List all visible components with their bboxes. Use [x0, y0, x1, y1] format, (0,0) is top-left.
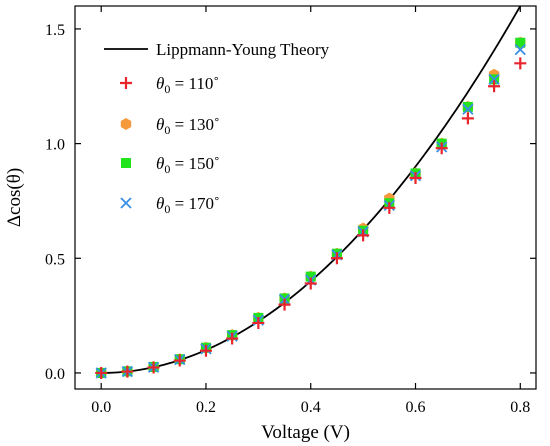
- legend-marker-plus: [120, 77, 132, 89]
- data-point-x: [488, 73, 500, 86]
- data-point-x: [462, 103, 474, 115]
- legend-label-theory: Lippmann-Young Theory: [156, 40, 330, 59]
- data-point-plus: [514, 57, 527, 70]
- x-tick-label: 0.2: [196, 399, 216, 416]
- data-point-x: [514, 43, 526, 56]
- data-point-plus: [278, 298, 291, 311]
- data-point-square: [462, 101, 473, 112]
- legend-label-series: θ0 = 110˚: [156, 74, 219, 96]
- y-tick-label: 1.0: [45, 137, 65, 154]
- x-tick-label: 0.0: [91, 399, 111, 416]
- data-point-square: [305, 271, 316, 282]
- y-axis-label: Δcos(θ): [4, 168, 25, 227]
- data-point-plus: [461, 112, 474, 125]
- data-point-plus: [383, 201, 396, 214]
- legend-marker-square: [121, 158, 131, 168]
- data-point-plus: [173, 354, 186, 367]
- data-point-plus: [147, 361, 160, 374]
- data-point-plus: [330, 252, 343, 265]
- x-axis: 0.0 0.2 0.4 0.6 0.8: [91, 6, 530, 416]
- x-tick-label: 0.6: [406, 399, 426, 416]
- legend-marker-hexagon: [120, 118, 132, 130]
- plot-frame: [74, 5, 537, 390]
- data-point-plus: [199, 344, 212, 357]
- y-tick-label: 1.5: [45, 22, 65, 39]
- data-point-plus: [357, 229, 370, 242]
- data-point-plus: [95, 366, 108, 379]
- legend-marker-x: [120, 197, 132, 209]
- data-point-plus: [304, 277, 317, 290]
- data-point-plus: [252, 316, 265, 329]
- legend-label-series: θ0 = 170˚: [156, 194, 220, 216]
- data-point-plus: [488, 80, 501, 93]
- legend-label-series: θ0 = 150˚: [156, 154, 220, 176]
- data-point-plus: [409, 172, 422, 185]
- data-point-square: [515, 37, 526, 48]
- legend-label-series: θ0 = 130˚: [156, 115, 220, 137]
- y-axis: 0.0 0.5 1.0 1.5: [45, 22, 536, 383]
- plot-area: [74, 5, 537, 390]
- y-tick-label: 0.0: [45, 366, 65, 383]
- x-tick-label: 0.4: [301, 399, 321, 416]
- x-tick-label: 0.8: [510, 399, 530, 416]
- series-plus: [95, 57, 527, 379]
- data-point-plus: [121, 365, 134, 378]
- data-point-plus: [435, 142, 448, 155]
- data-point-plus: [226, 332, 239, 345]
- x-axis-label: Voltage (V): [261, 422, 350, 443]
- y-tick-label: 0.5: [45, 251, 65, 268]
- theory-curve: [101, 6, 522, 374]
- legend: Lippmann-Young Theory θ0 = 110˚ θ0 = 130˚ θ…: [104, 40, 330, 216]
